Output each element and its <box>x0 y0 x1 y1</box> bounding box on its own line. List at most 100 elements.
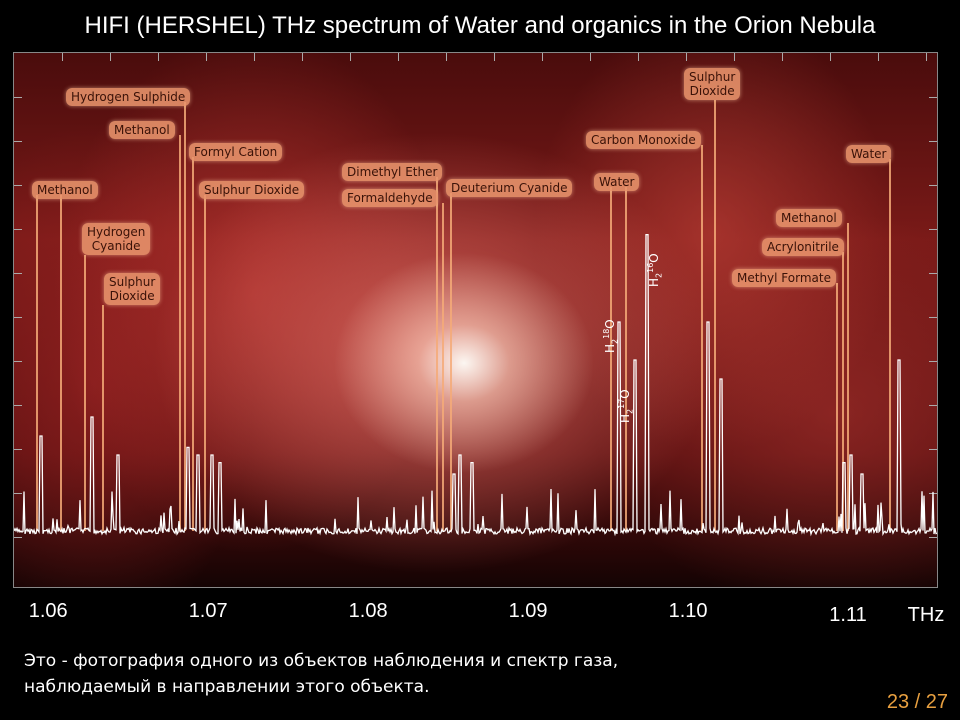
line-label-text: Water <box>851 147 887 161</box>
line-label-text: Methanol <box>781 211 837 225</box>
x-tick-label: 1.07 <box>188 600 228 622</box>
frame-tick <box>929 361 937 362</box>
line-label-text: Water <box>599 175 635 189</box>
isotopologue-part: 2 <box>654 272 664 278</box>
page-number: 23 / 27 <box>886 691 948 713</box>
frame-tick <box>254 53 255 61</box>
label-leader-line <box>625 187 627 531</box>
isotopologue-label-h2-16o: H216O <box>646 253 663 287</box>
label-leader-line <box>436 177 438 531</box>
frame-tick <box>929 317 937 318</box>
line-label-text: Sulphur Dioxide <box>204 183 300 197</box>
frame-tick <box>110 53 111 61</box>
line-label-text: Dioxide <box>109 289 155 303</box>
isotopologue-part: H <box>603 343 617 353</box>
frame-tick <box>14 97 22 98</box>
frame-tick <box>446 53 447 61</box>
line-label-deuterium-cyanide: Deuterium Cyanide <box>446 179 573 197</box>
line-label-text: Dioxide <box>689 84 735 98</box>
label-leader-line <box>889 159 891 531</box>
frame-tick <box>398 53 399 61</box>
frame-tick <box>14 537 22 538</box>
frame-tick <box>929 97 937 98</box>
label-leader-line <box>701 145 703 531</box>
isotopologue-part: 16 <box>646 262 655 273</box>
label-leader-line <box>60 195 62 531</box>
frame-tick <box>14 405 22 406</box>
line-label-text: Methyl Formate <box>737 271 831 285</box>
line-label-text: Deuterium Cyanide <box>451 181 568 195</box>
line-label-text: Hydrogen <box>87 225 146 239</box>
isotopologue-part: 2 <box>625 408 635 414</box>
label-leader-line <box>836 283 838 531</box>
x-tick-label: 1.08 <box>348 600 388 622</box>
line-label-acrylonitrile: Acrylonitrile <box>762 238 844 256</box>
isotopologue-part: 17 <box>617 398 626 409</box>
frame-tick <box>206 53 207 61</box>
label-leader-line <box>450 193 452 531</box>
x-tick-label: 1.06 <box>28 600 68 622</box>
line-label-methanol-2: Methanol <box>109 121 175 139</box>
frame-tick <box>929 449 937 450</box>
label-leader-line <box>184 102 186 531</box>
frame-tick <box>14 361 22 362</box>
line-label-hydrogen-sulphide: Hydrogen Sulphide <box>66 88 191 106</box>
caption-line-1: Это - фотография одного из объектов набл… <box>24 651 619 671</box>
isotopologue-label-h2-18o: H218O <box>602 319 619 353</box>
label-leader-line <box>204 195 206 531</box>
frame-tick <box>929 185 937 186</box>
frame-tick <box>14 141 22 142</box>
line-label-formaldehyde: Formaldehyde <box>342 189 438 207</box>
line-label-methanol-1: Methanol <box>32 181 98 199</box>
isotopologue-part: 2 <box>610 338 620 344</box>
frame-tick <box>14 449 22 450</box>
isotopologue-part: H <box>618 413 632 423</box>
isotopologue-part: O <box>618 389 632 399</box>
frame-tick <box>638 53 639 61</box>
frame-tick <box>830 53 831 61</box>
line-label-sulphur-dioxide-1: Sulphur Dioxide <box>104 273 161 305</box>
label-leader-line <box>847 223 849 531</box>
spectrum-plot-area: Methanol Hydrogen Cyanide Sulphur Dioxide Hyd… <box>13 52 938 588</box>
frame-tick <box>14 185 22 186</box>
frame-tick <box>734 53 735 61</box>
frame-tick <box>929 405 937 406</box>
line-label-text: Carbon Monoxide <box>591 133 696 147</box>
frame-tick <box>542 53 543 61</box>
frame-tick <box>929 229 937 230</box>
line-label-text: Formaldehyde <box>347 191 433 205</box>
label-leader-line <box>442 203 444 531</box>
caption: Это - фотография одного из объектов набл… <box>24 648 844 700</box>
label-leader-line <box>102 305 104 531</box>
frame-tick <box>686 53 687 61</box>
frame-tick <box>302 53 303 61</box>
line-label-text: Sulphur <box>689 70 736 84</box>
line-label-hydrogen-cyanide: Hydrogen Cyanide <box>82 223 151 255</box>
line-label-text: Formyl Cation <box>194 145 278 159</box>
line-label-text: Methanol <box>37 183 93 197</box>
label-leader-line <box>610 187 612 531</box>
frame-tick <box>14 273 22 274</box>
caption-line-2: наблюдаемый в направлении этого объекта. <box>24 677 430 697</box>
isotopologue-part: O <box>647 253 661 263</box>
line-label-dimethyl-ether: Dimethyl Ether <box>342 163 443 181</box>
line-label-sulphur-dioxide-2: Sulphur Dioxide <box>199 181 305 199</box>
isotopologue-part: 18 <box>602 328 611 339</box>
label-leader-line <box>714 100 716 531</box>
chart-title: HIFI (HERSHEL) THz spectrum of Water and… <box>84 12 876 39</box>
x-tick-label: 1.10 <box>668 600 708 622</box>
frame-tick <box>14 229 22 230</box>
frame-tick <box>494 53 495 61</box>
label-leader-line <box>179 135 181 531</box>
line-label-formyl-cation: Formyl Cation <box>189 143 283 161</box>
frame-tick <box>878 53 879 61</box>
frame-tick <box>929 141 937 142</box>
frame-tick <box>929 537 937 538</box>
x-axis-unit: THz <box>907 604 945 626</box>
line-label-sulphur-dioxide-3: Sulphur Dioxide <box>684 68 741 100</box>
frame-tick <box>929 273 937 274</box>
line-label-water-1: Water <box>594 173 640 191</box>
frame-tick <box>158 53 159 61</box>
line-label-text: Acrylonitrile <box>767 240 839 254</box>
frame-tick <box>590 53 591 61</box>
